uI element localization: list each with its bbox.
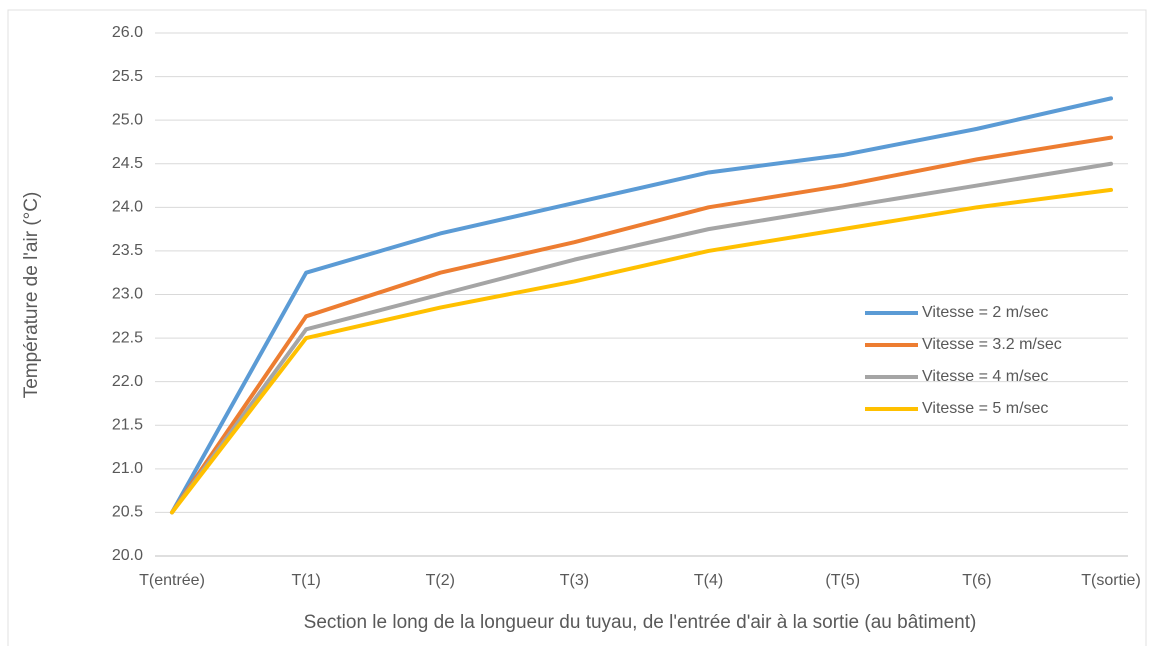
y-tick-label: 25.0 (112, 111, 143, 128)
x-tick-label: T(1) (291, 572, 320, 589)
y-tick-label: 24.0 (112, 199, 143, 216)
series-line (170, 187, 1113, 515)
x-tick-label: T(2) (426, 572, 455, 589)
y-tick-label: 20.5 (112, 504, 143, 521)
y-tick-label: 23.5 (112, 242, 143, 259)
x-tick-label: T(sortie) (1081, 572, 1141, 589)
y-tick-label: 22.0 (112, 373, 143, 390)
series-line (170, 135, 1113, 515)
series-line (170, 96, 1113, 515)
x-tick-label: (T(5) (825, 572, 860, 589)
chart-frame (7, 9, 1147, 646)
y-tick-label: 21.0 (112, 460, 143, 477)
y-tick-label: 24.5 (112, 155, 143, 172)
y-tick-label: 25.5 (112, 68, 143, 85)
legend-label: Vitesse = 2 m/sec (922, 304, 1048, 321)
legend-label: Vitesse = 4 m/sec (922, 368, 1048, 385)
series-line (170, 161, 1113, 515)
x-tick-label: T(3) (560, 572, 589, 589)
x-tick-label: T(6) (962, 572, 991, 589)
y-tick-label: 21.5 (112, 416, 143, 433)
x-tick-label: T(entrée) (139, 572, 205, 589)
y-tick-label: 26.0 (112, 24, 143, 41)
legend-label: Vitesse = 3.2 m/sec (922, 336, 1062, 353)
y-tick-label: 23.0 (112, 286, 143, 303)
x-axis-label: Section le long de la longueur du tuyau,… (304, 612, 977, 633)
y-tick-label: 22.5 (112, 329, 143, 346)
y-axis-label: Température de l'air (°C) (21, 192, 42, 399)
legend-label: Vitesse = 5 m/sec (922, 400, 1048, 417)
x-tick-label: T(4) (694, 572, 723, 589)
y-tick-label: 20.0 (112, 547, 143, 564)
